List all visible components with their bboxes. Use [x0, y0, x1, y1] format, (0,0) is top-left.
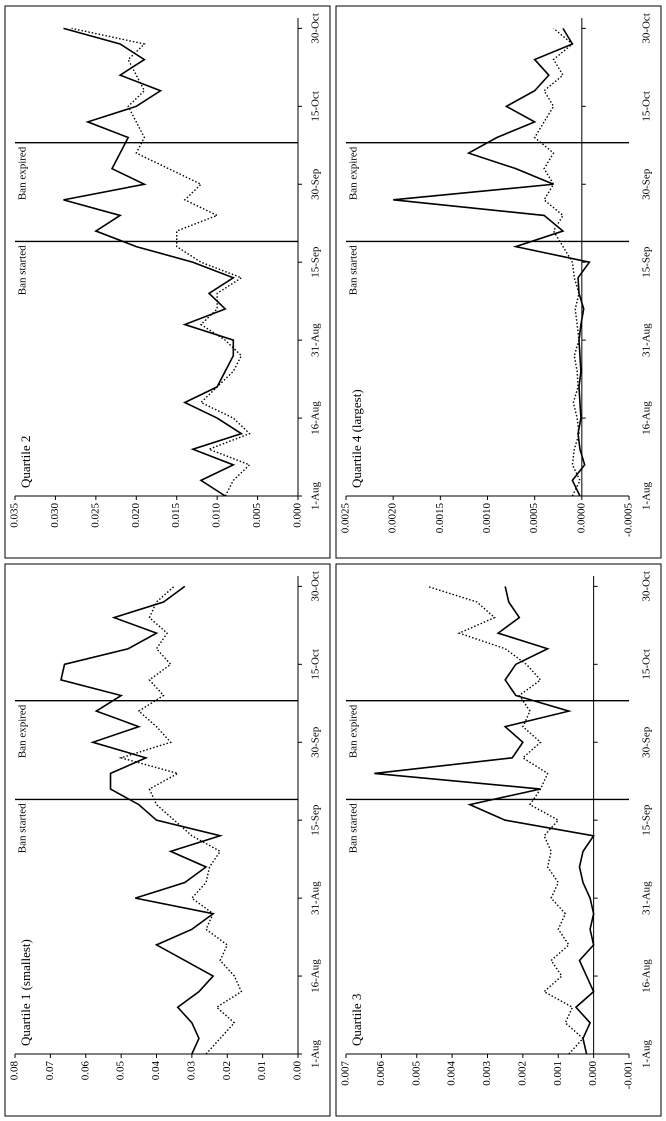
y-tick-label: 0.02: [221, 1061, 233, 1080]
x-tick-label: 15-Sep: [641, 804, 653, 836]
x-tick-label: 30-Sep: [641, 726, 653, 758]
event-label: Ban started: [348, 803, 360, 853]
x-tick-label: 16-Aug: [310, 959, 322, 993]
y-tick-label: 0.001: [552, 1061, 564, 1086]
y-tick-label: 0.04: [150, 1061, 162, 1081]
rotated-figure: 0.00 0.01 0.02 0.03 0.04 0.05 0.06 0.07 0.08 1-Au…: [4, 5, 662, 1117]
x-tick-label: 31-Aug: [641, 881, 653, 915]
panel-frame: [335, 563, 662, 1117]
panel-frame: [4, 5, 331, 559]
y-tick-label: 0.0000: [575, 503, 587, 534]
x-tick-label: 15-Oct: [310, 649, 322, 680]
x-tick-label: 30-Sep: [641, 168, 653, 200]
x-tick-label: 1-Aug: [310, 481, 322, 510]
x-tick-label: 31-Aug: [641, 323, 653, 357]
y-tick-label: 0.000: [292, 503, 304, 528]
y-tick-label: 0.05: [115, 1061, 127, 1081]
y-tick-label: 0.01: [256, 1061, 268, 1080]
y-tick-label: 0.0020: [387, 503, 399, 534]
y-tick-label: 0.0015: [434, 503, 446, 534]
y-tick-label: 0.000: [587, 1061, 599, 1086]
y-tick-label: 0.06: [79, 1061, 91, 1081]
x-tick-label: 30-Oct: [641, 13, 653, 44]
series-line: [393, 27, 591, 497]
chart-panel: -0.0005 0.0000 0.0005 0.0010 0.0015 0.0020 0.0…: [335, 5, 662, 559]
x-tick-label: 15-Sep: [641, 246, 653, 278]
event-label: Ban expired: [348, 146, 360, 200]
series-line: [533, 27, 581, 497]
x-tick-label: 30-Oct: [310, 13, 322, 44]
x-tick-label: 15-Sep: [310, 804, 322, 836]
y-tick-label: 0.030: [49, 503, 61, 528]
y-tick-label: 0.003: [481, 1061, 493, 1086]
y-tick-label: 0.010: [211, 503, 223, 528]
x-tick-label: 15-Oct: [641, 649, 653, 680]
x-tick-label: 30-Sep: [310, 168, 322, 200]
series-line: [60, 585, 224, 1055]
x-tick-label: 1-Aug: [641, 481, 653, 510]
chart-title: Quartile 1 (smallest): [18, 939, 33, 1046]
y-tick-label: 0.035: [9, 503, 21, 528]
x-tick-label: 31-Aug: [310, 881, 322, 915]
x-tick-label: 1-Aug: [641, 1039, 653, 1068]
x-tick-label: 15-Oct: [310, 91, 322, 122]
y-tick-label: 0.002: [516, 1061, 528, 1086]
y-tick-label: 0.005: [251, 503, 263, 528]
chart-panel: 0.000 0.005 0.010 0.015 0.020 0.025 0.030 0.035…: [4, 5, 331, 559]
chart-panel: -0.001 0.000 0.001 0.002 0.003 0.004 0.005 0.00…: [335, 563, 662, 1117]
series-line: [71, 27, 251, 497]
event-label: Ban started: [17, 803, 29, 853]
y-tick-label: 0.08: [9, 1061, 21, 1081]
series-line: [118, 585, 243, 1055]
chart-title: Quartile 2: [18, 436, 33, 488]
x-tick-label: 1-Aug: [310, 1039, 322, 1068]
y-tick-label: -0.001: [623, 1061, 635, 1089]
y-tick-label: 0.0005: [528, 503, 540, 534]
x-tick-label: 30-Oct: [310, 571, 322, 602]
x-tick-label: 16-Aug: [641, 401, 653, 435]
x-tick-label: 30-Oct: [641, 571, 653, 602]
chart-title: Quartile 4 (largest): [349, 389, 364, 488]
x-tick-label: 30-Sep: [310, 726, 322, 758]
y-tick-label: 0.015: [170, 503, 182, 528]
event-label: Ban expired: [17, 146, 29, 200]
x-tick-label: 15-Oct: [641, 91, 653, 122]
y-tick-label: 0.007: [340, 1061, 352, 1086]
y-tick-label: 0.004: [446, 1061, 458, 1086]
x-tick-label: 16-Aug: [310, 401, 322, 435]
y-tick-label: 0.006: [375, 1061, 387, 1086]
event-label: Ban expired: [17, 704, 29, 758]
y-tick-label: 0.07: [44, 1061, 56, 1081]
panel-frame: [4, 563, 331, 1117]
event-label: Ban expired: [348, 704, 360, 758]
y-tick-label: -0.0005: [623, 503, 635, 537]
x-tick-label: 15-Sep: [310, 246, 322, 278]
x-tick-label: 31-Aug: [310, 323, 322, 357]
y-tick-label: 0.0025: [340, 503, 352, 534]
y-tick-label: 0.00: [292, 1061, 304, 1081]
y-tick-label: 0.025: [89, 503, 101, 528]
chart-panel: 0.00 0.01 0.02 0.03 0.04 0.05 0.06 0.07 0.08 1-Au…: [4, 563, 331, 1117]
series-line: [374, 586, 595, 1055]
x-tick-label: 16-Aug: [641, 959, 653, 993]
y-tick-label: 0.03: [185, 1061, 197, 1081]
panel-frame: [335, 5, 662, 559]
y-tick-label: 0.0010: [481, 503, 493, 534]
y-tick-label: 0.020: [130, 503, 142, 528]
chart-title: Quartile 3: [349, 994, 364, 1046]
event-label: Ban started: [348, 245, 360, 295]
event-label: Ban started: [17, 245, 29, 295]
y-tick-label: 0.005: [410, 1061, 422, 1086]
series-line: [63, 27, 244, 497]
